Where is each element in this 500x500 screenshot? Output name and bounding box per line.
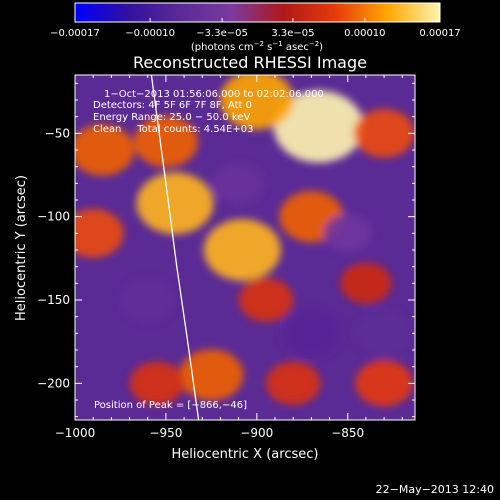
colorbar-tick-label: −0.00017 <box>50 28 100 39</box>
negative-residual <box>323 214 372 253</box>
emission-source <box>75 124 135 176</box>
negative-residual <box>355 310 413 357</box>
emission-source <box>219 75 294 130</box>
y-tick-label: −50 <box>45 126 70 140</box>
annotation-energy-range: Energy Range: 25.0 − 50.0 keV <box>93 112 250 123</box>
colorbar: −0.00017 −0.00010 −3.3e−05 3.3e−05 0.00010 0.… <box>50 2 461 53</box>
colorbar-ticks: −0.00017 −0.00010 −3.3e−05 3.3e−05 0.00010 0.… <box>50 18 461 39</box>
axis-ticks: −1000 −950 −900 −850 −50 −100 −150 −200 <box>37 75 415 440</box>
emission-source <box>353 108 415 158</box>
footer-timestamp: 22−May−2013 12:40 <box>376 483 494 496</box>
emission-source <box>265 361 321 406</box>
chart-title: Reconstructed RHESSI Image <box>133 53 367 72</box>
peak-position-label: Position of Peak = [−866,−46] <box>94 400 247 411</box>
annotation-clean-counts: Clean Total counts: 4.54E+03 <box>93 124 253 135</box>
x-tick-label: −950 <box>149 426 182 440</box>
annotation-block: 1−Oct−2013 01:56:06.000 to 02:02:06.000 … <box>93 89 324 135</box>
x-axis-label: Heliocentric X (arcsec) <box>172 447 319 462</box>
colorbar-unit-label: (photons cm−2 s−1 asec−2) <box>191 40 323 53</box>
emission-source <box>75 208 124 258</box>
emission-source <box>273 90 364 163</box>
colorbar-tick-label: 3.3e−05 <box>271 28 314 39</box>
colorbar-tick-label: −0.00010 <box>125 28 175 39</box>
y-tick-label: −150 <box>37 293 70 307</box>
negative-residual <box>120 278 175 322</box>
solar-limb-curve <box>150 75 200 420</box>
y-tick-label: −100 <box>37 210 70 224</box>
x-tick-label: −1000 <box>55 426 96 440</box>
negative-residual <box>280 308 342 358</box>
emission-source <box>203 219 281 281</box>
emission-source <box>129 361 185 406</box>
emission-source <box>355 360 413 407</box>
y-tick-label: −200 <box>37 376 70 390</box>
plot-frame <box>74 74 416 421</box>
x-tick-label: −900 <box>240 426 273 440</box>
emission-source <box>179 349 244 401</box>
heatmap-blobs <box>75 75 415 407</box>
colorbar-bar <box>74 2 441 23</box>
negative-residual <box>213 162 265 204</box>
annotation-detectors: Detectors: 4F 5F 6F 7F 8F, Att 0 <box>93 100 252 111</box>
x-tick-label: −850 <box>331 426 364 440</box>
colorbar-tick-label: 0.00010 <box>344 28 385 39</box>
emission-source <box>133 116 198 168</box>
annotation-time-range: 1−Oct−2013 01:56:06.000 to 02:02:06.000 <box>104 89 324 100</box>
emission-source <box>340 262 392 304</box>
colorbar-tick-label: −3.3e−05 <box>196 28 248 39</box>
emission-source <box>136 172 214 235</box>
plot-area <box>75 75 415 420</box>
colorbar-tick-label: 0.00017 <box>419 28 460 39</box>
emission-source <box>238 278 294 322</box>
y-axis-label: Heliocentric Y (arcsec) <box>14 175 29 321</box>
